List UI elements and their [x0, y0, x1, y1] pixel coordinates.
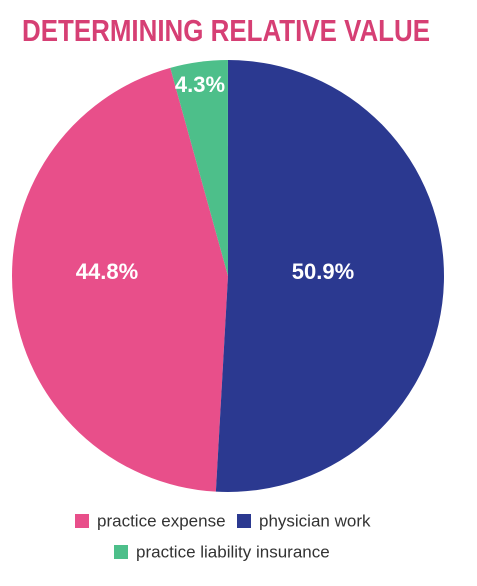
legend-label: practice expense — [97, 511, 226, 530]
legend-swatch — [75, 514, 89, 528]
pie-slice — [170, 60, 228, 276]
legend-swatch — [237, 514, 251, 528]
slice-label: 44.8% — [76, 259, 138, 284]
chart-title: DETERMINING RELATIVE VALUE — [22, 13, 430, 48]
legend-label: physician work — [259, 511, 371, 530]
legend-swatch — [114, 545, 128, 559]
pie-slice — [11, 67, 229, 492]
slice-label: 50.9% — [292, 259, 354, 284]
pie-slice — [215, 60, 444, 492]
legend-label: practice liability insurance — [136, 542, 330, 561]
slice-label: 4.3% — [175, 72, 225, 97]
